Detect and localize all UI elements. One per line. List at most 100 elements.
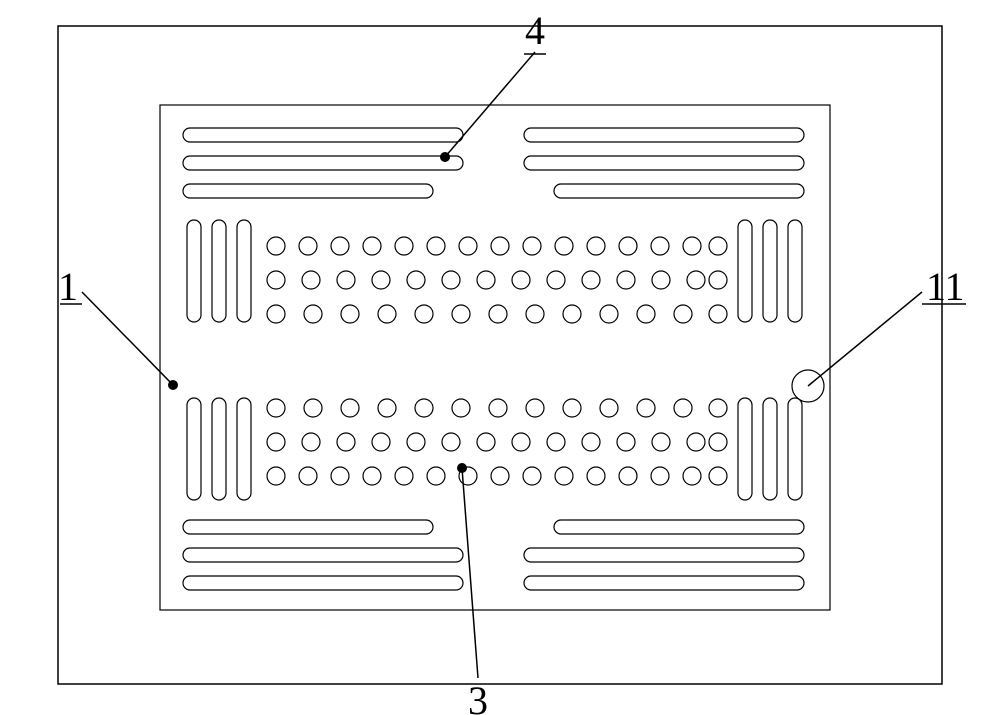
hole [491,467,509,485]
hole [267,433,285,451]
vertical-slot [738,220,752,322]
vertical-slot [187,398,201,500]
vertical-slot [237,398,251,500]
horizontal-slot [183,520,433,534]
hole [683,467,701,485]
hole [302,271,320,289]
hole [341,399,359,417]
hole [617,433,635,451]
hole [512,271,530,289]
hole [547,271,565,289]
hole [709,237,727,255]
hole [687,271,705,289]
hole [555,467,573,485]
hole [652,271,670,289]
hole [652,433,670,451]
vertical-slot [738,398,752,500]
vertical-slot [212,220,226,322]
hole [407,271,425,289]
hole [587,237,605,255]
vertical-slot [788,220,802,322]
hole [378,399,396,417]
hole [491,237,509,255]
hole [526,399,544,417]
hole [709,467,727,485]
hole [378,305,396,323]
vertical-slot [237,220,251,322]
hole [415,305,433,323]
hole [547,433,565,451]
diagram-svg: 41113 [0,0,1000,715]
hole [600,305,618,323]
outer-frame [58,26,942,684]
horizontal-slot [554,520,804,534]
hole [709,399,727,417]
hole [512,433,530,451]
hole [407,433,425,451]
horizontal-slot [524,128,804,142]
hole [619,237,637,255]
label-number: 3 [468,678,488,715]
hole [331,237,349,255]
hole [299,237,317,255]
hole [442,271,460,289]
hole [299,467,317,485]
hole [267,467,285,485]
hole [477,433,495,451]
hole [523,237,541,255]
hole [651,467,669,485]
horizontal-slot [183,548,463,562]
hole [267,305,285,323]
hole [582,271,600,289]
vertical-slot [788,398,802,500]
hole [452,399,470,417]
hole [637,399,655,417]
hole [582,433,600,451]
hole [442,433,460,451]
hole [267,399,285,417]
leader-dot [457,463,467,473]
hole [683,237,701,255]
hole [395,467,413,485]
hole [459,237,477,255]
hole [341,305,359,323]
hole [600,399,618,417]
hole [337,433,355,451]
leader-dot [440,152,450,162]
diagram-canvas: 41113 [0,0,1000,715]
horizontal-slot [183,128,463,142]
hole [526,305,544,323]
hole [363,237,381,255]
leader-dot [168,380,178,390]
horizontal-slot [554,184,804,198]
hole [304,305,322,323]
hole [587,467,605,485]
leader-line [82,292,173,385]
hole [267,271,285,289]
hole [363,467,381,485]
hole [489,305,507,323]
leader-line [462,468,478,678]
hole [617,271,635,289]
hole [452,305,470,323]
hole [709,271,727,289]
hole [372,433,390,451]
hole [337,271,355,289]
horizontal-slot [524,156,804,170]
hole [651,237,669,255]
hole [523,467,541,485]
horizontal-slot [183,576,463,590]
horizontal-slot [183,156,463,170]
hole [674,305,692,323]
horizontal-slot [524,576,804,590]
hole [427,237,445,255]
hole [427,467,445,485]
horizontal-slot [183,184,433,198]
leader-line [808,292,922,386]
hole [563,399,581,417]
hole [674,399,692,417]
label-number: 1 [58,264,78,309]
hole [555,237,573,255]
hole [619,467,637,485]
hole [709,433,727,451]
